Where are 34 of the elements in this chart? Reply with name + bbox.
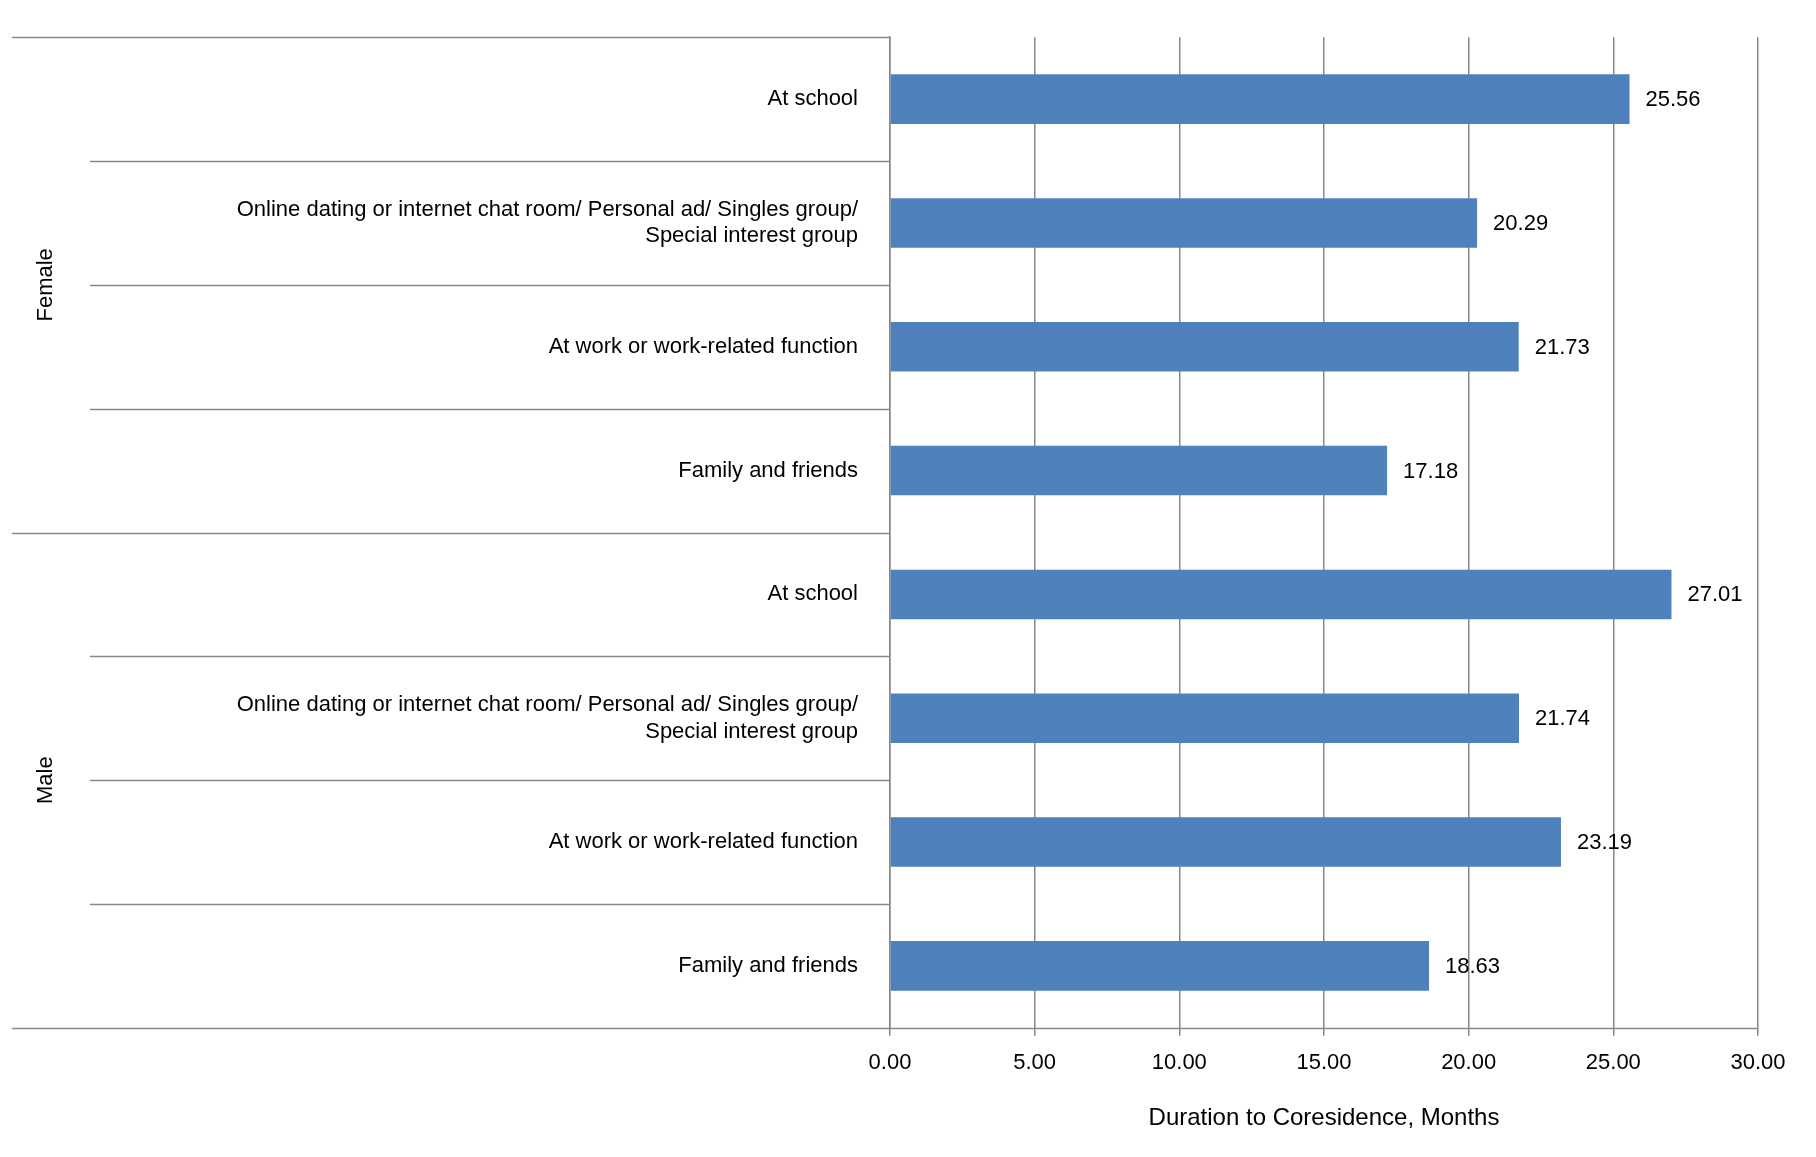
bar [890,941,1430,991]
data-label: 25.56 [1645,86,1701,112]
bar [890,74,1630,124]
y-tick-label: Online dating or internet chat room/ Personal ad/ Singles group/ Special interest group [236,691,859,743]
y-tick-label: Online dating or internet chat room/ Personal ad/ Singles group/ Special interest group [236,195,859,248]
y-tick-label: At work or work-related function [548,828,858,854]
data-label: 21.74 [1535,705,1591,731]
x-tick-label: 0.00 [868,1049,912,1075]
y-tick-label: At school [767,580,858,606]
x-tick-label: 30.00 [1730,1049,1786,1075]
text: Male [32,756,58,804]
data-label: 23.19 [1576,829,1633,855]
x-tick-label: 25.00 [1585,1049,1641,1075]
x-tick-label: 10.00 [1151,1049,1207,1075]
data-label: 20.29 [1493,210,1549,235]
y-tick-label: At school [767,85,858,111]
bar [890,569,1672,620]
x-axis-title: Duration to Coresidence, Months [1148,1103,1500,1131]
data-label: 17.18 [1403,457,1459,483]
text: Female [32,248,58,322]
data-label: 18.63 [1445,952,1501,978]
bar [890,198,1478,248]
x-tick-label: 20.00 [1441,1049,1497,1075]
data-label: 21.73 [1534,333,1590,359]
x-tick-label: 15.00 [1296,1049,1352,1075]
bar [890,817,1561,867]
data-label: 27.01 [1687,581,1743,607]
bar [890,693,1520,743]
y-tick-label: Family and friends [678,951,858,977]
y-tick-label: Family and friends [678,456,858,482]
x-tick-label: 5.00 [1013,1049,1057,1075]
bar [890,445,1388,496]
bar [890,322,1519,372]
y-tick-label: At work or work-related function [548,332,858,358]
